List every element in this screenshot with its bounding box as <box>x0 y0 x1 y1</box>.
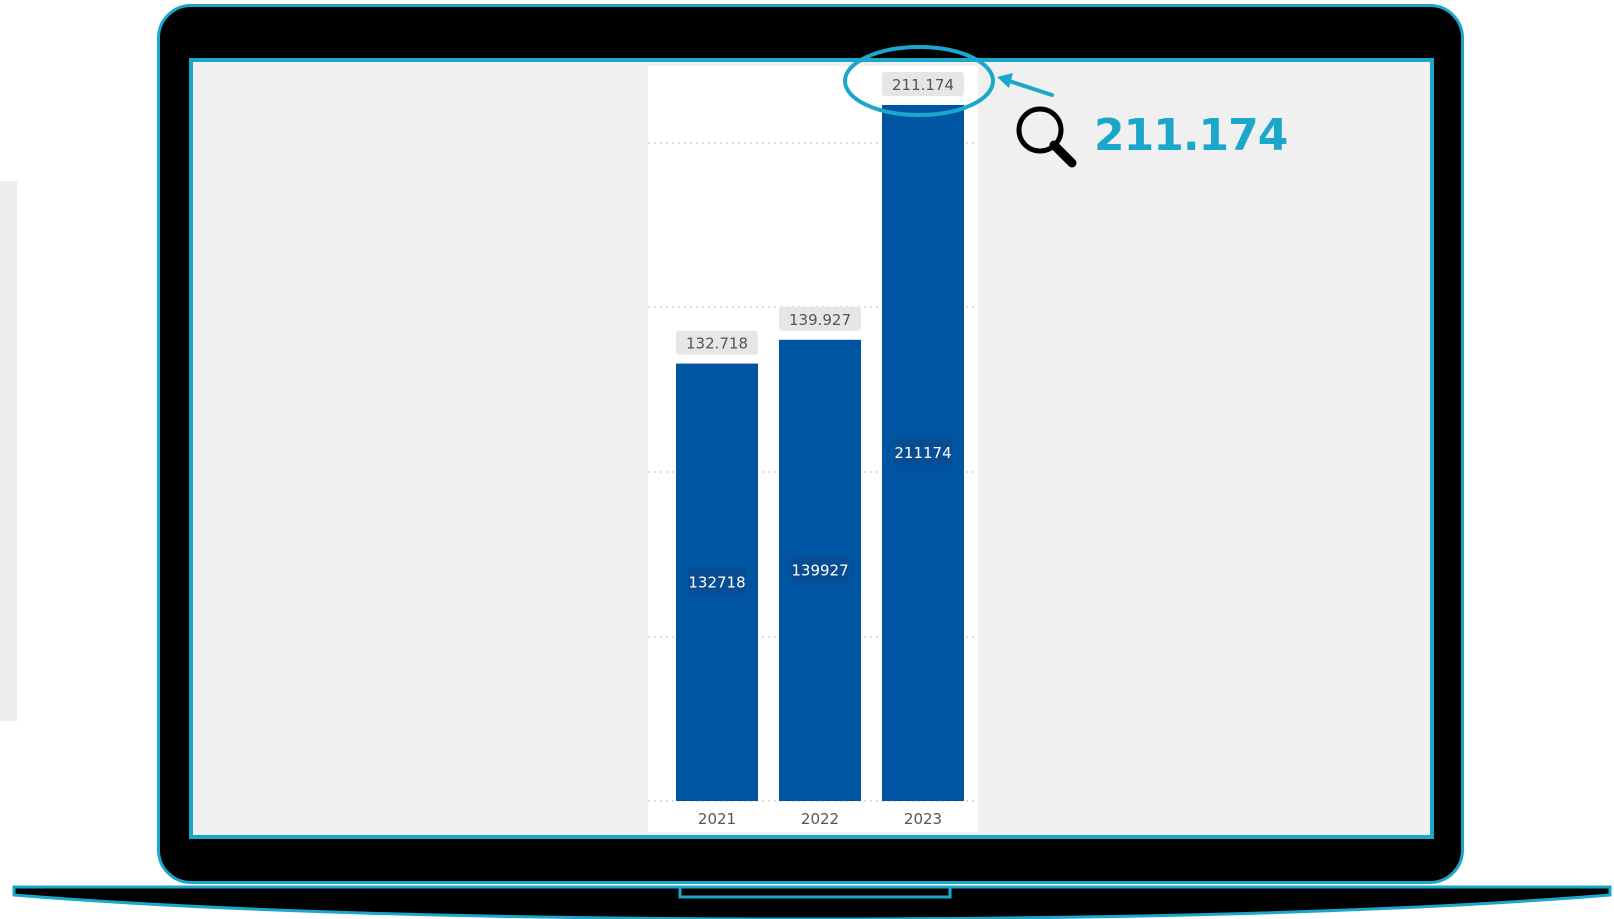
left-side-panel <box>0 181 17 721</box>
inner-data-label: 139927 <box>791 561 848 579</box>
top-label-badge <box>882 72 964 96</box>
x-tick-label: 2022 <box>801 810 839 828</box>
arrow-icon <box>997 73 1054 97</box>
inner-label-bg <box>791 556 849 583</box>
inner-label-bg <box>894 439 952 465</box>
top-data-label: 132.718 <box>686 335 748 353</box>
magnifier-icon <box>1016 106 1077 168</box>
inner-data-label: 132718 <box>688 573 745 591</box>
top-data-label: 211.174 <box>892 76 954 94</box>
top-label-badge <box>779 306 861 331</box>
inner-data-label: 211174 <box>894 444 951 462</box>
highlighted-value-callout: 211.174 <box>1094 110 1288 161</box>
x-tick-label: 2023 <box>904 810 942 828</box>
top-data-label: 139.927 <box>789 311 851 329</box>
top-label-badge <box>676 330 758 355</box>
highlight-ellipse <box>843 45 995 117</box>
chart-labels: 132.718 132718 2021 139.927 139927 2022 211.17… <box>676 72 964 828</box>
inner-label-bg <box>688 568 746 595</box>
x-tick-label: 2021 <box>698 810 736 828</box>
